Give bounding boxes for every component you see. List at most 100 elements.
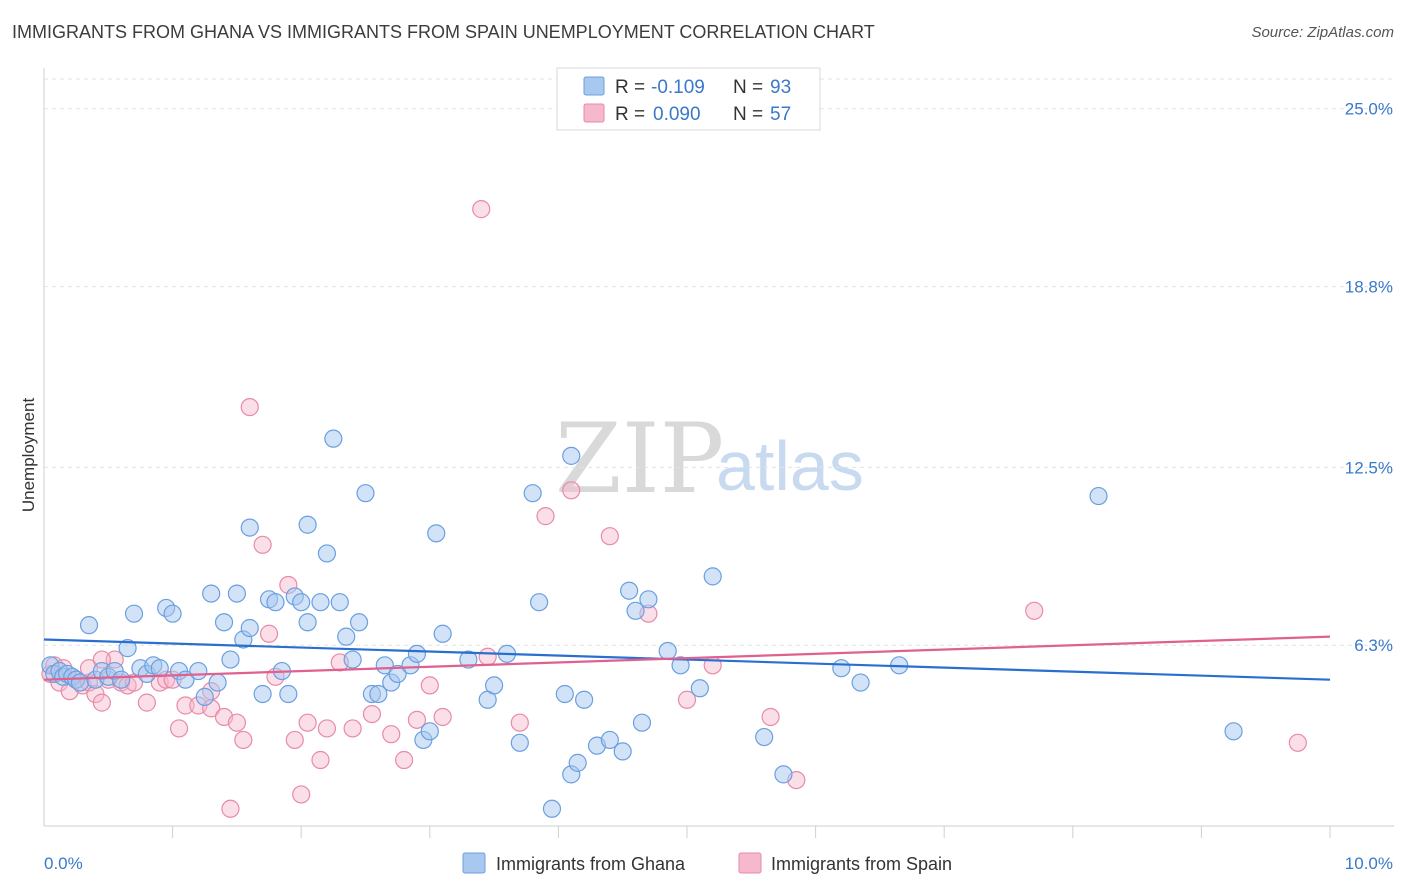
ghana-point [356, 484, 375, 503]
ghana-point [433, 624, 452, 643]
ghana-point [658, 641, 677, 661]
ghana-point [349, 613, 369, 632]
ghana-point [703, 567, 722, 586]
spain-point [317, 719, 337, 738]
ghana-point [266, 593, 285, 612]
y-axis-title: Unemployment [19, 398, 38, 513]
ghana-point [79, 616, 99, 635]
spain-point [510, 713, 529, 732]
ghana-point [523, 484, 542, 503]
legend-ghana-label: Immigrants from Ghana [496, 854, 686, 874]
chart-title: IMMIGRANTS FROM GHANA VS IMMIGRANTS FROM… [12, 22, 875, 42]
spain-point [420, 676, 439, 695]
spain-point [234, 730, 253, 750]
spain-point [298, 713, 317, 732]
ghana-point [330, 593, 349, 612]
spain-point [311, 750, 330, 770]
ghana-point [1224, 722, 1243, 741]
spain-point [472, 200, 491, 219]
ghana-trend-line [43, 638, 1331, 681]
source-label: Source: ZipAtlas.com [1251, 24, 1394, 41]
y-tick-label: 25.0% [1345, 100, 1393, 119]
ghana-point [388, 664, 407, 684]
spain-point [221, 799, 240, 818]
ghana-point [690, 679, 709, 698]
spain-point [562, 481, 581, 500]
ghana-point [189, 661, 208, 681]
watermark-zip: ZIP [555, 403, 724, 515]
spain-point [259, 624, 279, 643]
y-tick-label: 12.5% [1345, 458, 1393, 477]
ghana-point [292, 593, 311, 612]
ghana-point [427, 524, 446, 543]
y-tick-labels: 6.3% 12.5% 18.8% 25.0% [1345, 100, 1393, 656]
ghana-point [562, 446, 581, 465]
y-tick-label: 18.8% [1345, 278, 1393, 297]
ghana-point [639, 590, 658, 609]
ghana-n-label: N = [733, 77, 763, 98]
axes [43, 68, 1394, 827]
ghana-point [620, 581, 639, 600]
spain-point [407, 710, 427, 729]
ghana-points [41, 429, 1243, 818]
ghana-point [542, 799, 562, 818]
ghana-point [253, 684, 272, 704]
ghana-swatch [583, 76, 605, 96]
ghana-point [420, 722, 439, 741]
ghana-point [221, 650, 240, 669]
ghana-point [227, 584, 246, 603]
spain-point [362, 704, 382, 724]
legend-spain-label: Immigrants from Spain [771, 854, 952, 874]
spain-point [240, 397, 259, 417]
spain-point [92, 693, 111, 712]
spain-point [1025, 601, 1044, 620]
ghana-point [369, 684, 388, 704]
spain-point [677, 690, 697, 709]
spain-n-value: 57 [770, 104, 791, 125]
ghana-point [337, 627, 356, 646]
watermark-atlas: atlas [716, 427, 864, 505]
ghana-point [459, 650, 478, 669]
ghana-n-value: 93 [770, 77, 791, 98]
ghana-point [124, 604, 144, 623]
spain-point [169, 719, 189, 738]
ghana-point [1089, 486, 1108, 506]
ghana-point [851, 673, 870, 692]
ghana-point [407, 644, 427, 663]
trend-lines [43, 635, 1331, 681]
ghana-point [240, 518, 259, 537]
spain-point [382, 725, 401, 744]
ghana-point [150, 659, 169, 678]
ghana-point [298, 515, 317, 534]
spain-point [761, 707, 780, 727]
ghana-point [575, 690, 594, 709]
spain-point [253, 535, 272, 554]
ghana-point [755, 727, 774, 747]
ghana-point [832, 659, 851, 678]
spain-point [227, 713, 246, 732]
ghana-point [600, 730, 619, 750]
ghana-point [112, 670, 131, 689]
ghana-point [208, 673, 227, 692]
ghana-point [774, 765, 793, 784]
x-tick-labels: 0.0% 10.0% [44, 854, 1393, 873]
ghana-point [324, 429, 343, 448]
ghana-point [343, 650, 362, 669]
series-legend: Immigrants from Ghana Immigrants from Sp… [462, 852, 952, 874]
ghana-point [485, 676, 504, 695]
spain-point [478, 647, 497, 666]
ghana-point [530, 593, 549, 612]
ghana-r-label: R = [615, 77, 645, 98]
ghana-point [671, 656, 690, 675]
spain-point [285, 730, 304, 750]
ghana-point [214, 613, 234, 632]
ghana-point [613, 742, 632, 761]
ghana-point [195, 687, 214, 706]
spain-n-label: N = [733, 104, 763, 125]
gridlines [44, 78, 1394, 646]
ghana-point [555, 684, 574, 704]
ghana-point [510, 733, 529, 752]
ghana-point [298, 613, 317, 632]
y-tick-label: 6.3% [1354, 636, 1393, 655]
ghana-r-value: -0.109 [651, 77, 705, 98]
